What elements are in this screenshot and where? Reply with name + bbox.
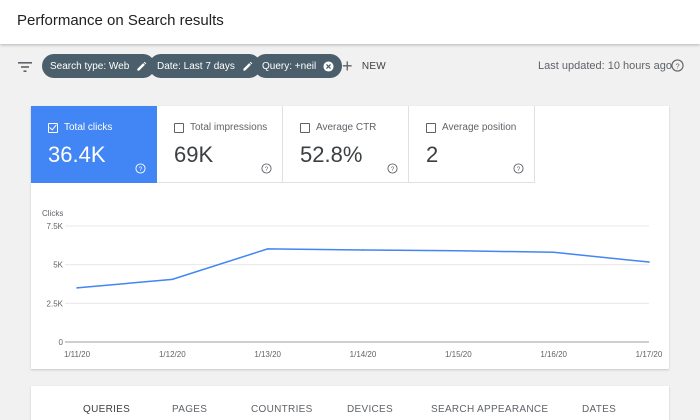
clicks-data-point bbox=[362, 249, 364, 251]
svg-text:?: ? bbox=[391, 166, 395, 173]
clicks-data-point bbox=[648, 261, 650, 263]
chip-search-type[interactable]: Search type: Web bbox=[42, 54, 156, 78]
metric-value: 52.8% bbox=[300, 142, 363, 167]
clicks-line-chart: Clicks 0 2.5K 5K 7.5K 1/11/20 1/12/20 1/13/20 1/… bbox=[42, 209, 663, 359]
y-tick-label: 5K bbox=[53, 261, 63, 270]
svg-text:?: ? bbox=[265, 166, 269, 173]
chip-label: Search type: Web bbox=[50, 60, 130, 72]
x-tick-label: 1/17/20 bbox=[636, 350, 663, 359]
dimension-tabs: QUERIES PAGES COUNTRIES DEVICES SEARCH A… bbox=[31, 386, 669, 420]
tab-dates[interactable]: DATES bbox=[582, 404, 617, 415]
filter-icon[interactable] bbox=[17, 59, 33, 75]
tab-countries[interactable]: COUNTRIES bbox=[251, 404, 313, 415]
metric-label-row: Total impressions bbox=[174, 122, 267, 133]
help-icon[interactable]: ? bbox=[135, 163, 146, 174]
metric-average-position[interactable]: Average position 2 ? bbox=[409, 106, 535, 183]
tab-devices[interactable]: DEVICES bbox=[347, 404, 394, 415]
new-filter-button[interactable]: + NEW bbox=[342, 56, 386, 76]
metric-value: 2 bbox=[426, 142, 439, 167]
y-tick-label: 0 bbox=[59, 338, 64, 347]
clicks-data-point bbox=[457, 249, 460, 252]
tab-pages[interactable]: PAGES bbox=[172, 404, 208, 415]
chip-label: Query: +neil bbox=[262, 60, 317, 72]
page-title: Performance on Search results bbox=[17, 12, 224, 29]
edit-icon[interactable] bbox=[136, 61, 147, 72]
x-tick-label: 1/13/20 bbox=[254, 350, 281, 359]
metric-total-clicks[interactable]: Total clicks 36.4K ? bbox=[31, 106, 157, 183]
checkbox-icon[interactable] bbox=[174, 122, 184, 133]
y-tick-label: 2.5K bbox=[47, 299, 64, 308]
clicks-data-point bbox=[266, 248, 269, 250]
checkbox-icon[interactable] bbox=[426, 122, 436, 133]
metric-label: Total impressions bbox=[190, 122, 268, 133]
svg-text:?: ? bbox=[139, 166, 143, 173]
metric-label: Average position bbox=[442, 122, 517, 133]
page-header: Performance on Search results bbox=[0, 0, 700, 44]
x-tick-label: 1/15/20 bbox=[445, 350, 472, 359]
clicks-data-point bbox=[552, 251, 555, 254]
new-filter-label: NEW bbox=[361, 60, 387, 72]
chip-label: Date: Last 7 days bbox=[157, 60, 235, 72]
clicks-data-point bbox=[171, 278, 174, 281]
help-icon[interactable]: ? bbox=[671, 59, 684, 72]
metric-total-impressions[interactable]: Total impressions 69K ? bbox=[157, 106, 283, 183]
metric-value: 69K bbox=[174, 142, 214, 167]
help-icon[interactable]: ? bbox=[387, 163, 398, 174]
x-tick-label: 1/11/20 bbox=[64, 350, 91, 359]
svg-text:?: ? bbox=[517, 166, 521, 173]
edit-icon[interactable] bbox=[242, 61, 253, 72]
metric-value: 36.4K bbox=[48, 142, 106, 167]
metric-label-row: Total clicks bbox=[48, 122, 112, 133]
tab-queries[interactable]: QUERIES bbox=[83, 404, 131, 415]
help-icon[interactable]: ? bbox=[261, 163, 272, 174]
performance-card: Total clicks 36.4K ? Total impressions 6… bbox=[31, 106, 669, 369]
svg-text:?: ? bbox=[675, 61, 679, 70]
close-icon[interactable] bbox=[323, 60, 334, 72]
clicks-data-point bbox=[76, 287, 78, 289]
chip-query[interactable]: Query: +neil bbox=[254, 54, 343, 78]
chip-date[interactable]: Date: Last 7 days bbox=[149, 54, 261, 78]
x-tick-label: 1/12/20 bbox=[159, 350, 186, 359]
y-axis-label: Clicks bbox=[42, 209, 63, 218]
metric-label: Total clicks bbox=[64, 122, 113, 133]
clicks-series-line bbox=[76, 248, 650, 289]
checkbox-checked-icon[interactable] bbox=[48, 122, 58, 133]
filter-bar: Search type: Web Date: Last 7 days Query… bbox=[0, 44, 700, 90]
tab-search-appearance[interactable]: SEARCH APPEARANCE bbox=[431, 404, 549, 415]
metric-label-row: Average position bbox=[426, 122, 516, 133]
checkbox-icon[interactable] bbox=[300, 122, 310, 133]
y-tick-label: 7.5K bbox=[47, 222, 64, 231]
plus-icon: + bbox=[342, 56, 353, 76]
x-tick-label: 1/16/20 bbox=[540, 350, 567, 359]
metric-label: Average CTR bbox=[316, 122, 377, 133]
last-updated-text: Last updated: 10 hours ago bbox=[538, 60, 672, 72]
metric-average-ctr[interactable]: Average CTR 52.8% ? bbox=[283, 106, 409, 183]
x-tick-label: 1/14/20 bbox=[350, 350, 377, 359]
metric-label-row: Average CTR bbox=[300, 122, 376, 133]
help-icon[interactable]: ? bbox=[513, 163, 524, 174]
